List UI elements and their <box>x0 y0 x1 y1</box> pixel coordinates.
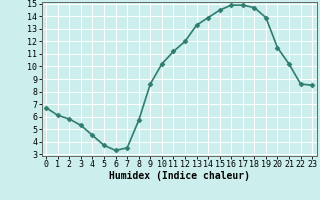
X-axis label: Humidex (Indice chaleur): Humidex (Indice chaleur) <box>109 171 250 181</box>
